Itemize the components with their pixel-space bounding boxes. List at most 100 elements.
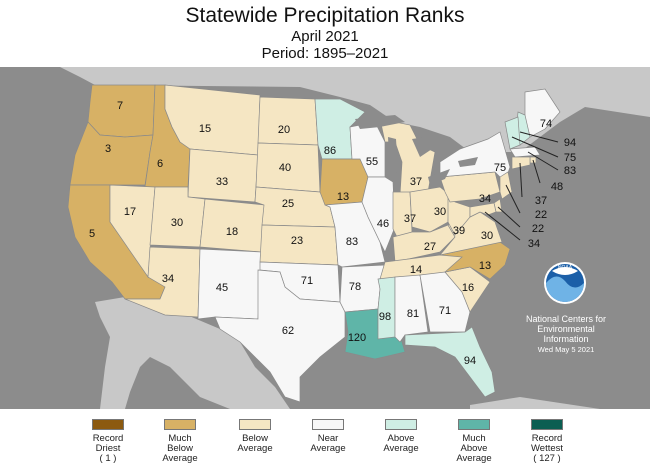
legend-item-near: Near Average [293, 419, 363, 454]
rank-label-oh: 30 [434, 206, 446, 218]
rank-label-wv: 39 [453, 225, 465, 237]
rank-label-tn: 14 [410, 264, 422, 276]
rank-label-ct: 37 [535, 195, 547, 207]
rank-label-nm: 45 [216, 282, 228, 294]
rank-label-ky: 27 [424, 241, 436, 253]
callout-lines [484, 131, 559, 241]
noaa-logo: NOAA [544, 262, 586, 304]
rank-label-va: 30 [481, 230, 493, 242]
rank-label-ok: 71 [301, 275, 313, 287]
state-ma [509, 146, 541, 158]
rank-label-nh: 94 [564, 137, 576, 149]
rank-label-az: 34 [162, 273, 174, 285]
legend-swatch [312, 419, 344, 430]
rank-label-mi: 37 [410, 176, 422, 188]
ncei-credit: National Centers for Environmental Infor… [526, 314, 606, 354]
legend-label: Record Driest ( 1 ) [92, 433, 124, 464]
legend-item-record-driest: Record Driest ( 1 ) [73, 419, 143, 464]
legend-swatch [92, 419, 124, 430]
legend-item-much-above: Much Above Average [439, 419, 509, 464]
rank-label-mo: 83 [346, 236, 358, 248]
rank-label-ny: 75 [494, 162, 506, 174]
rank-label-ar: 78 [349, 281, 361, 293]
mexico-land [95, 297, 290, 409]
canada-land [0, 67, 650, 152]
state-nm [197, 248, 263, 320]
rank-label-de: 22 [532, 223, 544, 235]
state-nd [257, 96, 319, 146]
rank-label-ca: 5 [89, 228, 95, 240]
rank-label-wy: 33 [216, 176, 228, 188]
map-period: Period: 1895–2021 [261, 45, 389, 62]
rank-label-or: 3 [105, 143, 111, 155]
rank-label-ma: 83 [564, 165, 576, 177]
logo-text: NOAA [558, 265, 573, 271]
state-il [361, 176, 396, 253]
legend-item-record-wettest: Record Wettest ( 127 ) [512, 419, 582, 464]
state-ny [439, 131, 511, 183]
rank-label-vt: 75 [564, 152, 576, 164]
rank-labels: 7 3 5 6 17 15 33 30 34 18 45 20 40 25 23… [89, 100, 576, 367]
rank-label-ut: 30 [171, 217, 183, 229]
rank-label-id: 6 [157, 158, 163, 170]
precipitation-map: 7 3 5 6 17 15 33 30 34 18 45 20 40 25 23… [0, 67, 650, 409]
rank-label-sc: 16 [462, 282, 474, 294]
map-title: Statewide Precipitation Ranks [185, 4, 465, 27]
rank-label-wi: 55 [366, 156, 378, 168]
legend-label: Below Average [237, 433, 273, 454]
rank-label-ne: 25 [282, 198, 294, 210]
rank-label-sd: 40 [279, 162, 291, 174]
rank-label-me: 74 [540, 118, 552, 130]
rank-label-co: 18 [226, 226, 238, 238]
logo-wave [546, 276, 584, 302]
state-ms [377, 276, 396, 340]
legend-label: Much Below Average [162, 433, 198, 464]
rank-label-al: 81 [407, 308, 419, 320]
legend-swatch [385, 419, 417, 430]
legend-label: Record Wettest ( 127 ) [530, 433, 564, 464]
rank-label-ia: 13 [337, 191, 349, 203]
legend-item-much-below: Much Below Average [145, 419, 215, 464]
state-shapes [67, 84, 561, 403]
great-lakes [355, 115, 478, 185]
rank-label-in: 37 [404, 213, 416, 225]
legend-swatch [531, 419, 563, 430]
rank-label-nv: 17 [124, 206, 136, 218]
rank-label-ga: 71 [439, 305, 451, 317]
rank-label-pa: 34 [479, 193, 491, 205]
legend-label: Above Average [383, 433, 419, 454]
title-block: Statewide Precipitation Ranks April 2021… [0, 4, 650, 62]
rank-label-wa: 7 [117, 100, 123, 112]
rank-label-il: 46 [377, 218, 389, 230]
state-tx [214, 269, 346, 403]
map-subtitle: April 2021 [291, 28, 359, 45]
logo-bird [552, 267, 578, 275]
state-vt [504, 116, 521, 150]
state-fl [404, 326, 496, 398]
rank-label-ms: 98 [379, 311, 391, 323]
rank-label-fl: 94 [464, 355, 476, 367]
rank-label-ri: 48 [551, 181, 563, 193]
rank-label-mn: 86 [324, 145, 336, 157]
credit-line-1: National Centers for [526, 314, 606, 324]
legend-swatch [164, 419, 196, 430]
caribbean-land [470, 397, 600, 409]
legend-label: Near Average [310, 433, 346, 454]
legend-swatch [239, 419, 271, 430]
legend-item-below: Below Average [220, 419, 290, 454]
state-ct [511, 156, 531, 170]
rank-label-mt: 15 [199, 123, 211, 135]
legend-swatch [458, 419, 490, 430]
rank-label-nc: 13 [479, 260, 491, 272]
rank-label-md: 34 [528, 238, 540, 250]
credit-line-2: Environmental [537, 324, 595, 334]
legend-item-above: Above Average [366, 419, 436, 454]
credit-date: Wed May 5 2021 [538, 345, 595, 354]
legend-label: Much Above Average [456, 433, 492, 464]
rank-label-tx: 62 [282, 325, 294, 337]
rank-label-la: 120 [348, 332, 366, 344]
rank-label-ks: 23 [291, 235, 303, 247]
rank-label-nj: 22 [535, 209, 547, 221]
legend: Record Driest ( 1 ) Much Below Average B… [0, 419, 650, 475]
credit-line-3: Information [543, 334, 588, 344]
